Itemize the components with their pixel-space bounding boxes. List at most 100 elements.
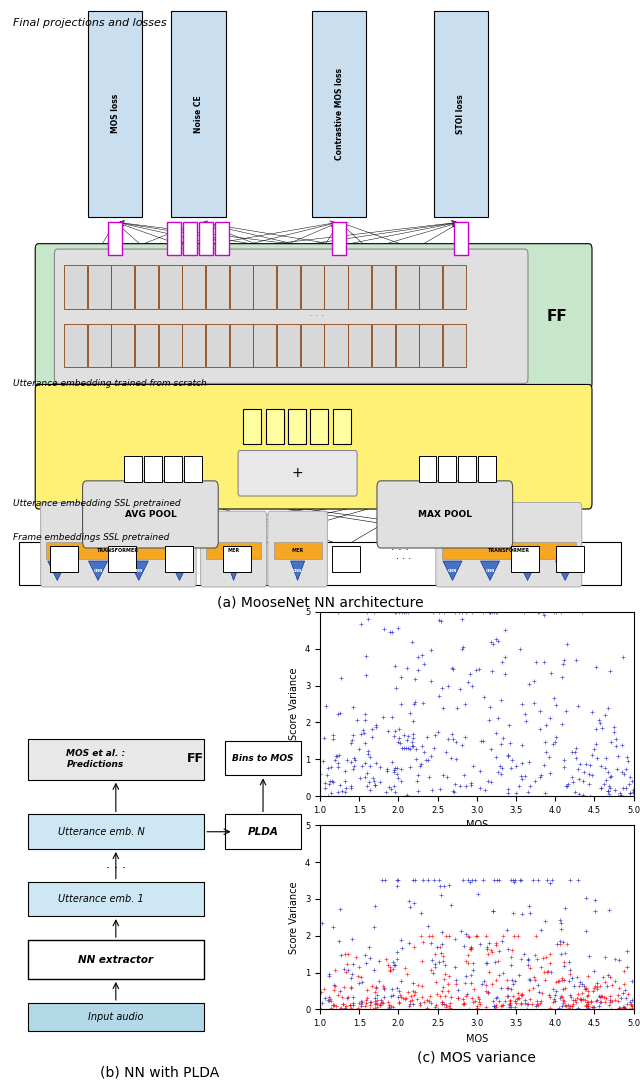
Point — [485, 603, 495, 621]
Point — [413, 783, 423, 800]
Y-axis label: Score Variance: Score Variance — [289, 882, 300, 953]
Point — [367, 977, 377, 994]
Point — [362, 991, 372, 1008]
Point — [401, 740, 411, 757]
Point — [577, 603, 588, 621]
Point — [595, 993, 605, 1010]
Point — [384, 996, 394, 1014]
Point — [600, 949, 610, 966]
Point — [415, 755, 426, 772]
Point — [429, 999, 440, 1016]
Point — [441, 927, 451, 944]
Point — [403, 603, 413, 621]
Point — [388, 953, 398, 970]
Point — [497, 979, 507, 996]
Point — [600, 749, 611, 767]
Point — [475, 780, 485, 797]
Point — [319, 990, 330, 1007]
Point — [497, 759, 507, 777]
Point — [388, 961, 398, 978]
Point — [459, 994, 469, 1012]
Point — [517, 986, 527, 1003]
Point — [495, 758, 505, 775]
Point — [515, 872, 525, 889]
Point — [415, 996, 425, 1014]
Point — [438, 948, 448, 965]
Point — [489, 997, 499, 1015]
Point — [390, 722, 400, 740]
Point — [453, 981, 463, 999]
Point — [372, 999, 382, 1016]
Point — [521, 713, 531, 730]
Point — [428, 603, 438, 621]
Point — [605, 992, 615, 1009]
Point — [497, 964, 508, 981]
Point — [400, 960, 410, 977]
Point — [390, 783, 401, 800]
Point — [554, 936, 564, 953]
Point — [510, 971, 520, 989]
Point — [489, 997, 499, 1015]
Point — [417, 953, 427, 970]
Point — [402, 660, 412, 677]
Point — [349, 757, 359, 774]
Point — [505, 996, 515, 1014]
Point — [614, 1000, 625, 1017]
Point — [408, 726, 418, 743]
Point — [516, 736, 527, 754]
Point — [624, 1000, 634, 1017]
Point — [419, 744, 429, 761]
Point — [561, 778, 571, 795]
Point — [454, 603, 464, 621]
Point — [437, 993, 447, 1010]
Point — [541, 964, 552, 981]
Point — [372, 995, 382, 1013]
Point — [338, 995, 348, 1013]
Point — [335, 982, 345, 1000]
Point — [317, 753, 328, 770]
Point — [618, 999, 628, 1016]
Point — [489, 872, 499, 889]
Point — [435, 612, 445, 629]
Point — [538, 950, 548, 967]
Point — [458, 990, 468, 1007]
Point — [450, 603, 460, 621]
Point — [419, 993, 429, 1010]
Point — [386, 988, 396, 1005]
Point — [419, 932, 429, 950]
Point — [572, 968, 582, 986]
Point — [477, 976, 488, 993]
Point — [615, 1000, 625, 1017]
Point — [520, 768, 530, 785]
Point — [369, 962, 379, 979]
Point — [582, 997, 593, 1015]
Point — [580, 996, 591, 1014]
Point — [590, 978, 600, 995]
Point — [365, 748, 376, 766]
Point — [465, 938, 476, 955]
Point — [502, 921, 512, 938]
Point — [324, 989, 334, 1006]
Point — [543, 987, 554, 1004]
Point — [618, 780, 628, 797]
Point — [422, 872, 433, 889]
Point — [429, 872, 439, 889]
Point — [590, 891, 600, 909]
Point — [371, 718, 381, 735]
Point — [627, 772, 637, 790]
Point — [465, 941, 476, 958]
Point — [346, 753, 356, 770]
Point — [412, 648, 422, 665]
Point — [587, 703, 597, 720]
Point — [483, 945, 493, 963]
Point — [364, 939, 374, 956]
Point — [555, 989, 565, 1006]
Point — [559, 899, 570, 916]
Point — [438, 970, 449, 988]
Point — [387, 623, 397, 640]
Point — [581, 922, 591, 939]
X-axis label: MOS: MOS — [466, 1033, 488, 1044]
Point — [519, 945, 529, 963]
Point — [468, 757, 478, 774]
Point — [333, 603, 344, 621]
